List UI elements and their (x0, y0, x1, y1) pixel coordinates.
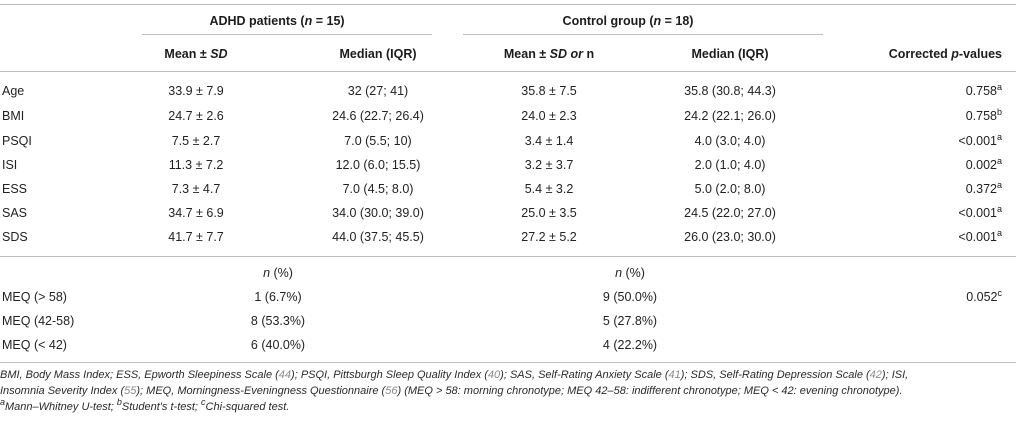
cell-mean-control: 27.2 ± 5.2 (521, 230, 577, 244)
cell-p-value: 0.758a (965, 82, 1002, 99)
cell-median-adhd: 44.0 (37.5; 45.5) (332, 230, 424, 244)
cell-mean-control: 24.0 ± 2.3 (521, 109, 577, 123)
ref-link[interactable]: 40 (487, 369, 501, 381)
table-footnote: BMI, Body Mass Index; ESS, Epworth Sleep… (0, 367, 1012, 415)
col-header-median-control: Median (IQR) (691, 47, 769, 61)
ref-link[interactable]: 55 (124, 385, 137, 397)
cell-median-control: 2.0 (1.0; 4.0) (694, 158, 766, 172)
ref-link[interactable]: 44 (278, 369, 292, 381)
col-header-mean-adhd: Mean ± SD (164, 47, 228, 61)
col-header-median-adhd: Median (IQR) (339, 47, 417, 61)
top-rule (0, 4, 1016, 5)
cell-median-control: 35.8 (30.8; 44.3) (684, 84, 776, 98)
cell-median-adhd: 34.0 (30.0; 39.0) (332, 206, 424, 220)
cell-median-control: 24.2 (22.1; 26.0) (684, 109, 776, 123)
meq-cell-p-value: 0.052c (966, 288, 1002, 305)
bottom-rule (0, 362, 1016, 363)
cell-mean-control: 3.2 ± 3.7 (524, 158, 574, 172)
group-underline-control (463, 34, 823, 35)
row-label: BMI (2, 109, 25, 123)
cell-median-control: 26.0 (23.0; 30.0) (684, 230, 776, 244)
cell-mean-adhd: 34.7 ± 6.9 (168, 206, 224, 220)
ref-link[interactable]: 41 (668, 369, 681, 381)
meq-cell-adhd: 6 (40.0%) (250, 338, 306, 352)
meq-row-label: MEQ (42-58) (2, 314, 75, 328)
cell-mean-adhd: 7.5 ± 2.7 (171, 134, 221, 148)
cell-mean-control: 35.8 ± 7.5 (521, 84, 577, 98)
meq-cell-adhd: 8 (53.3%) (250, 314, 306, 328)
col-header-p-values: Corrected p-values (888, 47, 1002, 61)
row-label: ESS (2, 182, 28, 196)
cell-p-value: 0.002a (965, 156, 1002, 173)
cell-p-value: <0.001a (958, 228, 1002, 245)
meq-cell-control: 9 (50.0%) (602, 290, 658, 304)
ref-link[interactable]: 42 (869, 369, 882, 381)
cell-mean-control: 25.0 ± 3.5 (521, 206, 577, 220)
cell-p-value: 0.758b (965, 107, 1002, 124)
cell-median-adhd: 12.0 (6.0; 15.5) (335, 158, 421, 172)
group-underline-adhd (142, 34, 432, 35)
meq-cell-control: 4 (22.2%) (602, 338, 658, 352)
group-header-adhd: ADHD patients (n = 15) (209, 14, 345, 28)
row-label: SDS (2, 230, 28, 244)
cell-mean-adhd: 11.3 ± 7.2 (168, 158, 224, 172)
row-label: Age (2, 84, 25, 98)
meq-cell-adhd: 1 (6.7%) (254, 290, 302, 304)
meq-cell-control: 5 (27.8%) (602, 314, 658, 328)
cell-p-value: <0.001a (958, 132, 1002, 149)
cell-median-adhd: 32 (27; 41) (347, 84, 409, 98)
cell-mean-adhd: 33.9 ± 7.9 (168, 84, 224, 98)
cell-mean-adhd: 24.7 ± 2.6 (168, 109, 224, 123)
cell-median-control: 24.5 (22.0; 27.0) (684, 206, 776, 220)
cell-mean-control: 5.4 ± 3.2 (524, 182, 574, 196)
cell-mean-adhd: 41.7 ± 7.7 (168, 230, 224, 244)
section-rule (0, 256, 1016, 257)
footnote-line-1: BMI, Body Mass Index; ESS, Epworth Sleep… (0, 369, 909, 381)
group-header-control: Control group (n = 18) (562, 14, 694, 28)
cell-median-control: 5.0 (2.0; 8.0) (694, 182, 766, 196)
cell-p-value: <0.001a (958, 204, 1002, 221)
meq-header-adhd: n (%) (263, 266, 293, 280)
footnote-line-2: Insomnia Severity Index (55); MEQ, Morni… (0, 385, 903, 397)
cell-median-adhd: 7.0 (4.5; 8.0) (342, 182, 414, 196)
cell-mean-adhd: 7.3 ± 4.7 (171, 182, 221, 196)
cell-mean-control: 3.4 ± 1.4 (524, 134, 574, 148)
cell-median-adhd: 24.6 (22.7; 26.4) (332, 109, 424, 123)
meq-header-control: n (%) (615, 266, 645, 280)
ref-link[interactable]: 56 (385, 385, 398, 397)
cell-median-adhd: 7.0 (5.5; 10) (344, 134, 412, 148)
row-label: SAS (2, 206, 28, 220)
row-label: ISI (2, 158, 18, 172)
meq-row-label: MEQ (< 42) (2, 338, 67, 352)
meq-row-label: MEQ (> 58) (2, 290, 67, 304)
row-label: PSQI (2, 134, 32, 148)
footnote-line-3: aMann–Whitney U-test; bStudent's t-test;… (0, 397, 290, 414)
cell-p-value: 0.372a (965, 180, 1002, 197)
header-rule (0, 71, 1016, 72)
col-header-mean-control: Mean ± SD or n (503, 47, 595, 61)
cell-median-control: 4.0 (3.0; 4.0) (694, 134, 766, 148)
